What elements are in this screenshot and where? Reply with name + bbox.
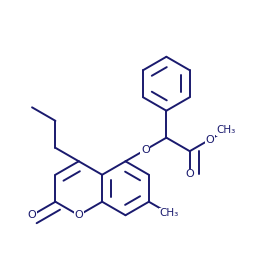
Text: O: O [141, 145, 150, 155]
Text: O: O [205, 135, 214, 145]
Text: O: O [28, 210, 36, 220]
Text: O: O [74, 210, 83, 220]
Text: O: O [185, 169, 194, 179]
Text: CH₃: CH₃ [216, 125, 236, 135]
Text: CH₃: CH₃ [159, 208, 178, 218]
